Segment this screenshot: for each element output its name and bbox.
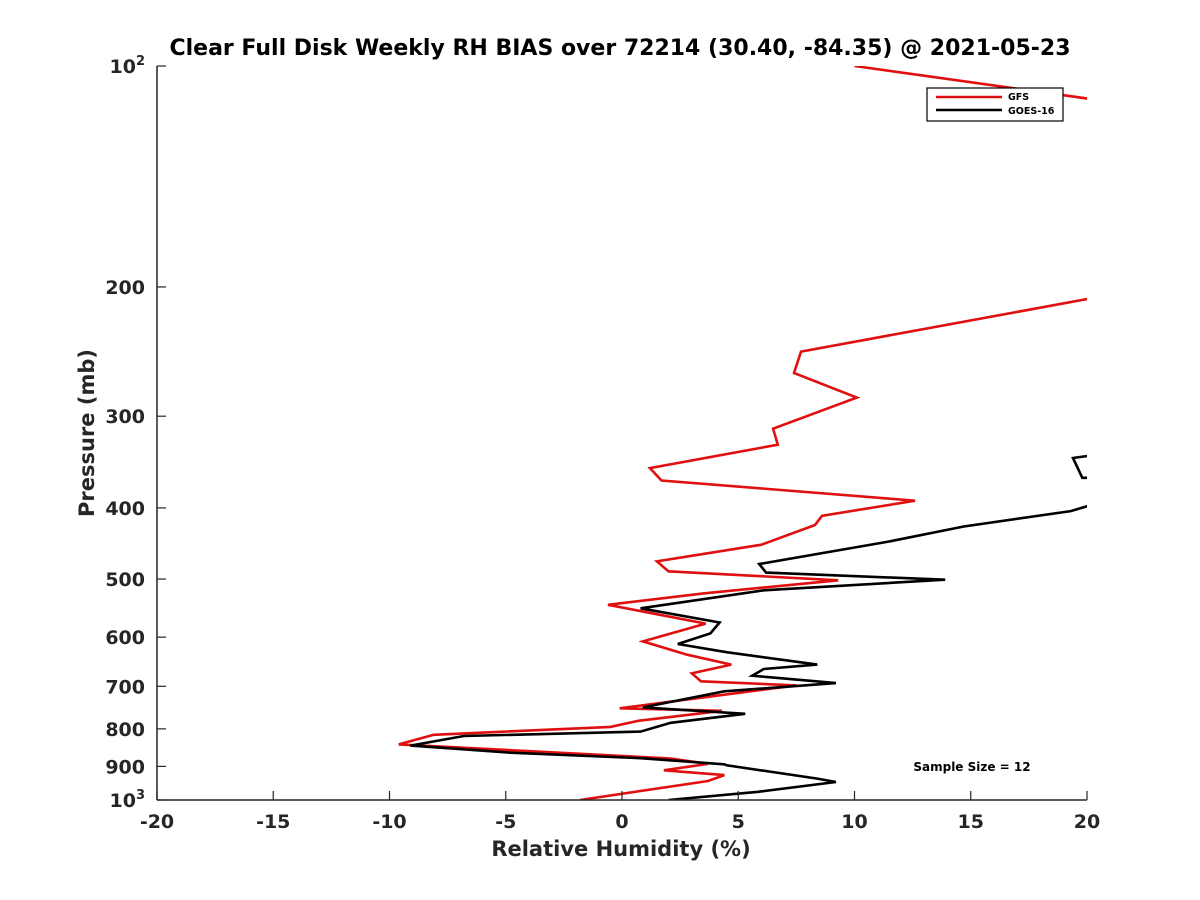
x-tick-label: -10 [372,811,406,833]
legend-box [926,87,1064,122]
y-tick-label: 600 [105,627,145,649]
y-tick-label: 800 [105,719,145,741]
x-tick-label: -5 [495,811,516,833]
y-tick-label: 400 [105,498,145,520]
x-tick-label: 15 [958,811,984,833]
x-axis-label: Relative Humidity (%) [491,837,750,861]
x-tick-label: 0 [615,811,628,833]
y-tick-label: 700 [105,676,145,698]
series-group [398,66,1087,800]
y-tick-label: 102 [110,54,146,78]
legend-label-goes16: GOES-16 [1008,106,1055,117]
y-tick-label: 500 [105,569,145,591]
y-tick-label: 900 [105,756,145,778]
x-tick-label: 20 [1074,811,1100,833]
x-tick-label: 5 [732,811,745,833]
chart-title: Clear Full Disk Weekly RH BIAS over 7221… [169,36,1070,61]
legend: GFS GOES-16 [926,87,1064,122]
x-tick-label: 10 [841,811,867,833]
x-tick-label: -15 [256,811,290,833]
series-line-gfs [398,66,1087,800]
series-line-goes-16 [410,454,1087,800]
sample-size-annotation: Sample Size = 12 [913,760,1030,774]
axes: -20 -15 -10 -5 0 5 10 15 20 102 200 300 400 500 600 700… [105,54,1100,833]
x-tick-label: -20 [140,811,174,833]
y-tick-label: 300 [105,406,145,428]
y-axis-label: Pressure (mb) [75,349,99,517]
y-tick-label: 103 [110,788,146,812]
y-tick-label: 200 [105,277,145,299]
legend-label-gfs: GFS [1008,92,1029,103]
